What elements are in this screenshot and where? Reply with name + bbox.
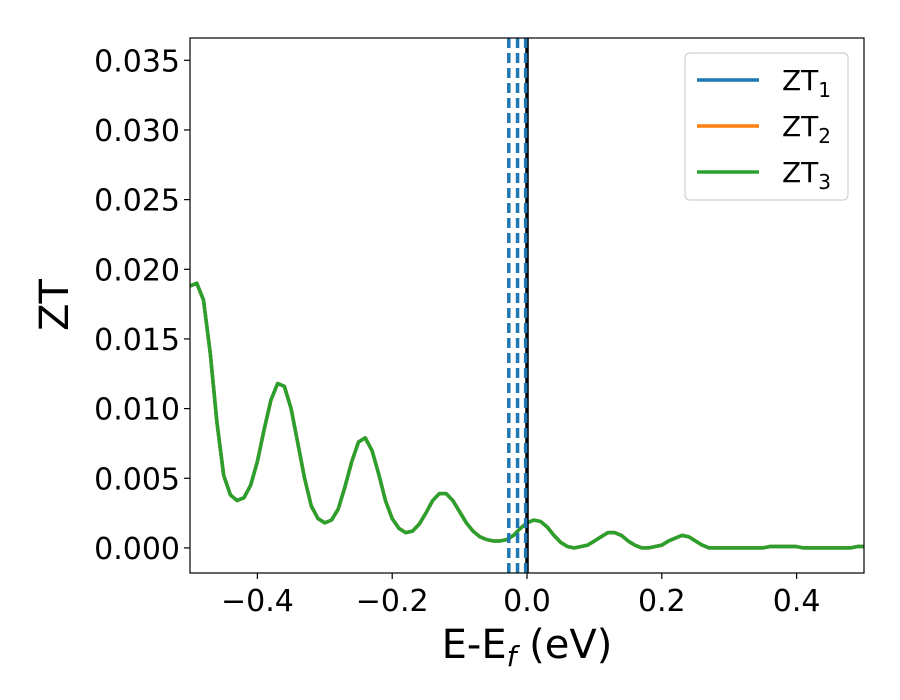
- x-tick-label: 0.4: [773, 584, 821, 619]
- x-axis-label-main: E-E: [442, 622, 507, 668]
- legend-label-zt3: ZT3: [782, 156, 831, 194]
- y-tick-label: 0.000: [94, 532, 180, 567]
- y-axis-label: ZT: [32, 279, 78, 331]
- legend-box: [684, 52, 849, 201]
- legend-label-zt2: ZT2: [782, 110, 831, 148]
- x-tick-label: −0.4: [221, 584, 294, 619]
- x-tick-label: 0.0: [503, 584, 551, 619]
- y-tick-label: 0.015: [94, 323, 180, 358]
- plot-content: [190, 38, 864, 573]
- x-axis-ticks: −0.4 −0.2 0.0 0.2 0.4: [221, 573, 820, 619]
- x-tick-label: 0.2: [638, 584, 686, 619]
- x-axis-label-unit: (eV): [516, 622, 612, 668]
- y-tick-label: 0.025: [94, 184, 180, 219]
- legend-label-zt1: ZT1: [782, 64, 831, 102]
- x-axis-label: E-Ef (eV): [442, 622, 613, 673]
- y-tick-label: 0.020: [94, 253, 180, 288]
- y-axis-ticks: 0.000 0.005 0.010 0.015 0.020 0.025 0.030 0.035: [94, 44, 190, 567]
- legend: ZT1 ZT2 ZT3: [684, 52, 849, 201]
- x-tick-label: −0.2: [356, 584, 429, 619]
- y-tick-label: 0.005: [94, 462, 180, 497]
- y-tick-label: 0.035: [94, 44, 180, 79]
- y-tick-label: 0.010: [94, 393, 180, 428]
- y-tick-label: 0.030: [94, 114, 180, 149]
